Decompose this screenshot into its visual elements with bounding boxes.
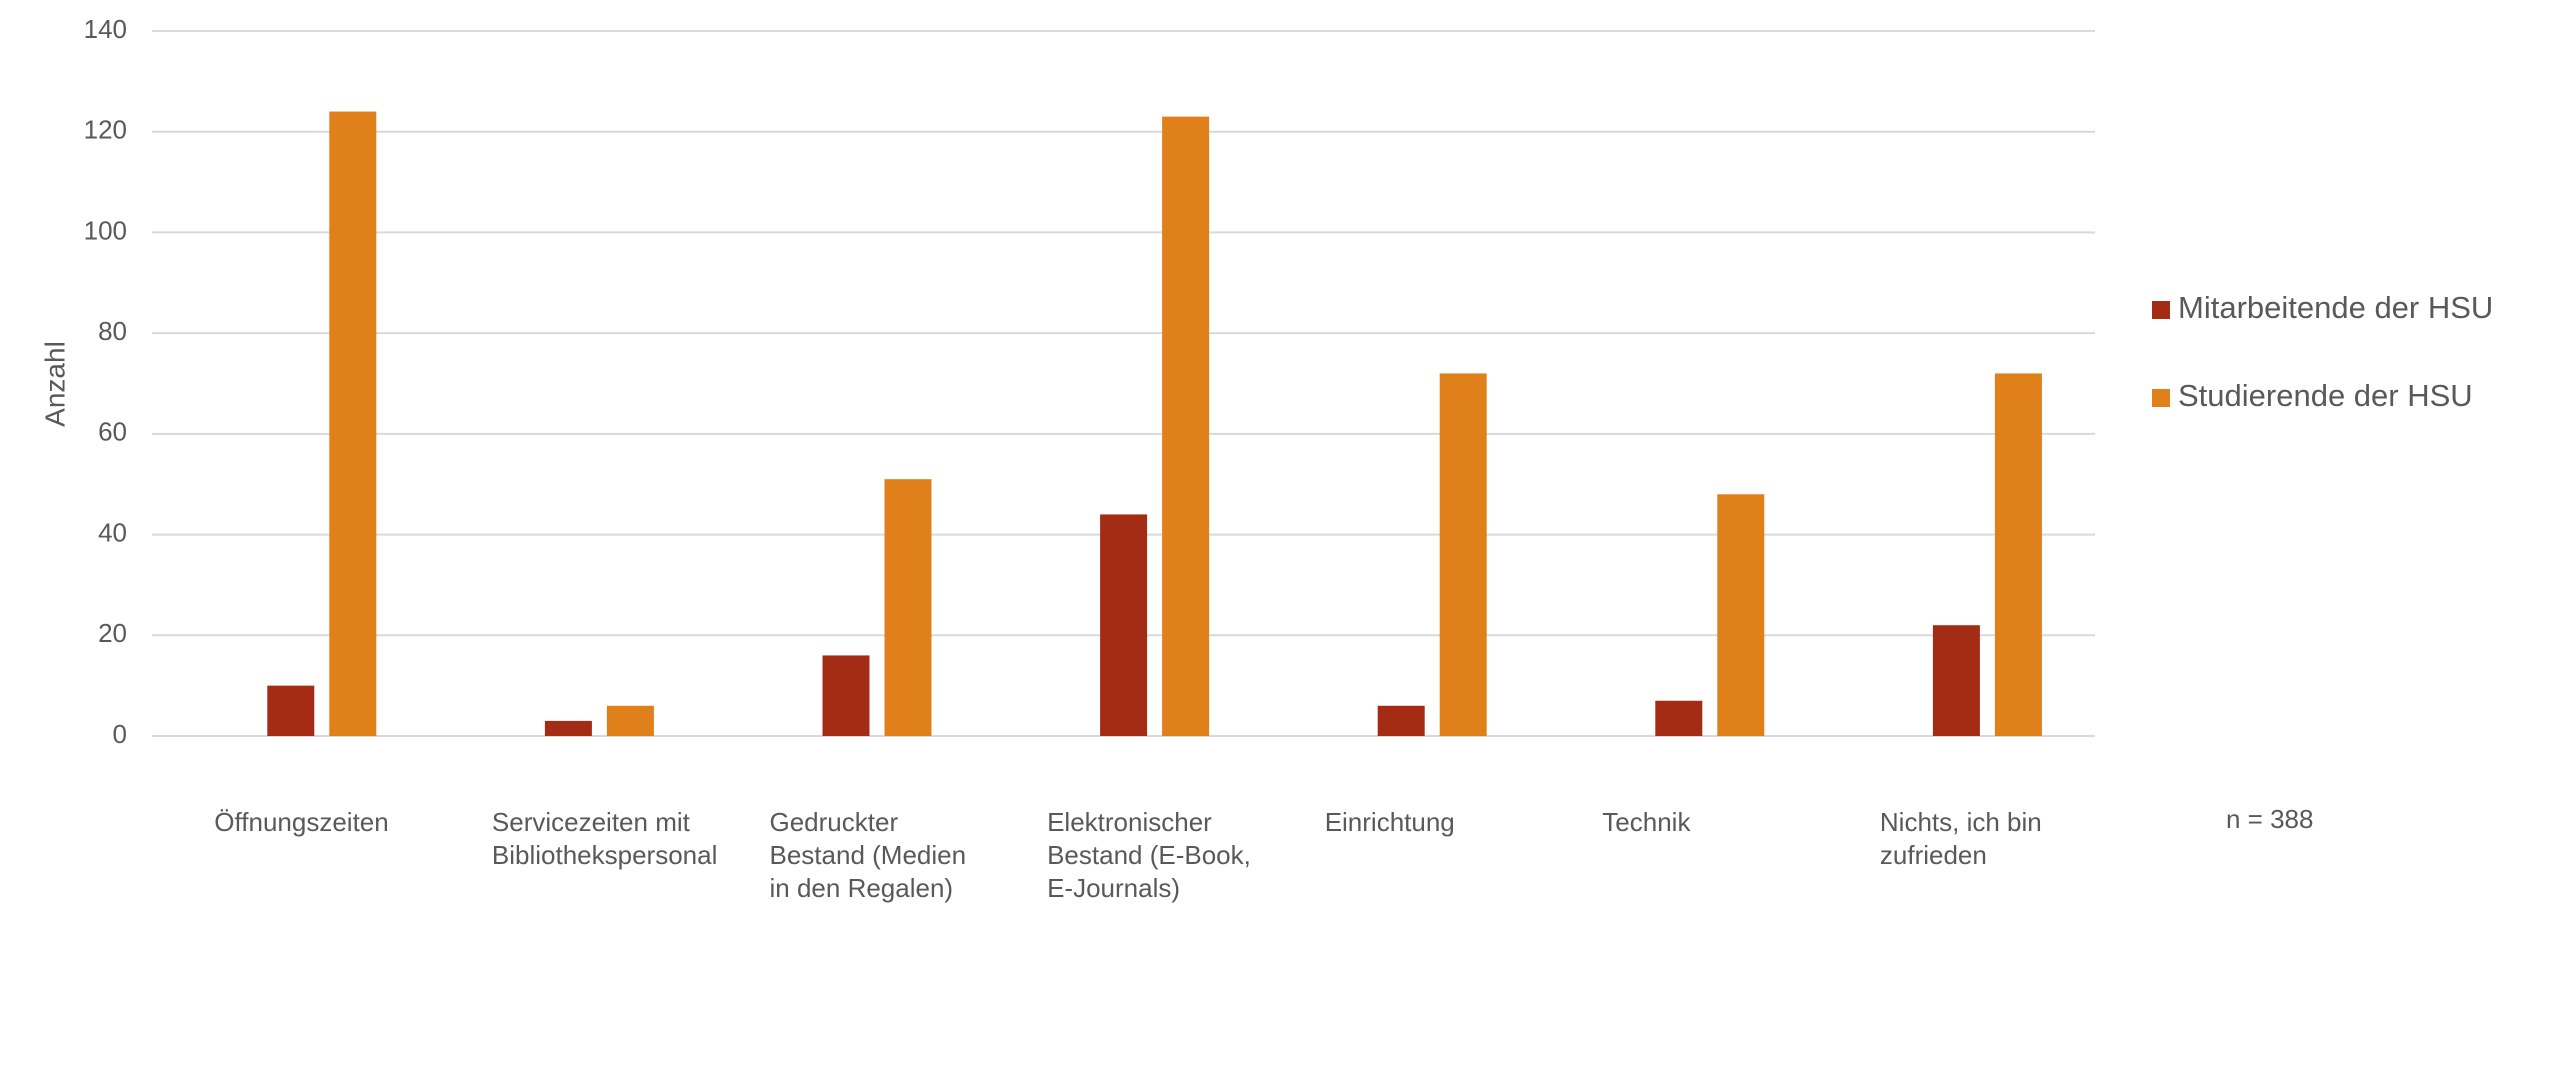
y-tick-label: 80 [98,316,127,346]
bar [1377,705,1425,736]
x-tick-label: Einrichtung [1324,807,1455,837]
legend-swatch [2152,301,2170,319]
bar [1162,116,1210,737]
y-tick-label: 40 [98,517,127,547]
bar [1717,494,1765,736]
x-tick-label: Technik [1602,807,1691,837]
y-tick-label: 120 [84,115,127,145]
bar [329,111,377,737]
bar [1655,700,1703,736]
bar [606,705,654,736]
legend-swatch [2152,389,2170,407]
bar [1100,514,1148,736]
sample-size-note: n = 388 [2226,804,2314,834]
y-axis-label: Anzahl [39,341,70,427]
bar [884,479,932,736]
legend-label: Mitarbeitende der HSU [2178,290,2493,325]
y-tick-label: 20 [98,618,127,648]
x-tick-label: Nichts, ich bin zufrieden [1879,807,2042,870]
bar [1932,625,1980,736]
bar [267,685,315,736]
legend-label: Studierende der HSU [2178,378,2473,413]
bar [822,655,870,736]
y-tick-label: 100 [84,215,127,245]
x-tick-label: Servicezeiten mit Bibliothekspersonal [491,807,718,870]
y-tick-label: 140 [84,14,127,44]
bar [1994,373,2042,736]
y-tick-label: 0 [113,719,127,749]
bar [1439,373,1487,736]
bar [544,720,592,736]
x-tick-label: Elektronischer Bestand (E-Book, E-Journa… [1047,807,1251,903]
x-tick-label: Gedruckter Bestand (Medien in den Regale… [769,807,967,903]
y-tick-label: 60 [98,417,127,447]
x-tick-label: Öffnungszeiten [214,807,389,837]
